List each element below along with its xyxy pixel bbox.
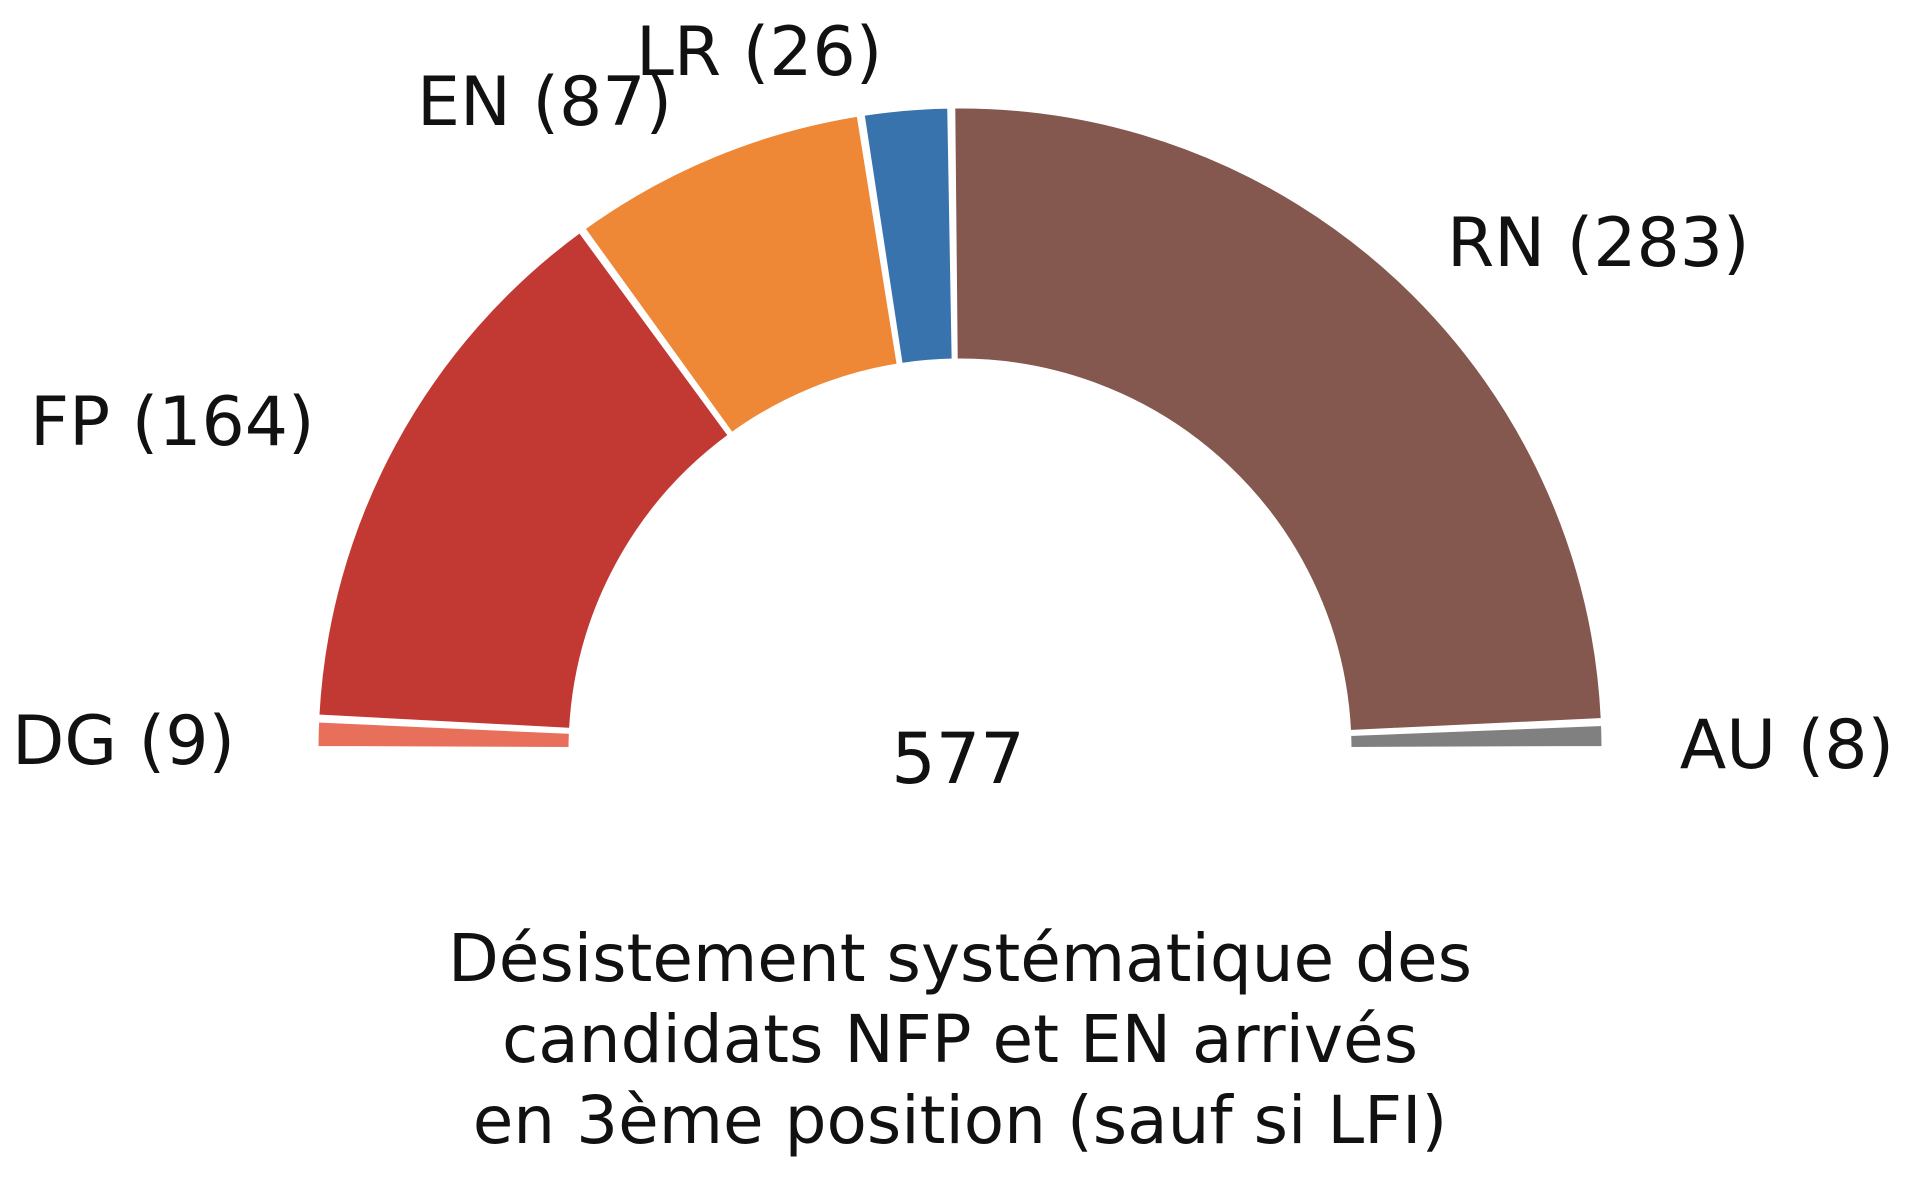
segment-label-au: AU (8)	[1680, 706, 1894, 785]
segment-label-rn: RN (283)	[1447, 204, 1750, 283]
segment-label-dg: DG (9)	[12, 702, 235, 781]
caption-line-3: en 3ème position (sauf si LFI)	[473, 1082, 1448, 1159]
segment-rn	[952, 105, 1604, 734]
segment-label-en: EN (87)	[417, 63, 672, 142]
segment-en	[581, 113, 900, 436]
caption: Désistement systématique des candidats N…	[448, 920, 1472, 1159]
segment-label-fp: FP (164)	[30, 383, 315, 462]
chart-segments	[315, 105, 1605, 750]
caption-line-1: Désistement systématique des	[448, 920, 1472, 997]
segment-label-lr: LR (26)	[636, 13, 882, 92]
segment-fp	[316, 229, 732, 731]
segment-au	[1348, 722, 1605, 750]
segment-lr	[861, 105, 955, 367]
total-seats: 577	[891, 718, 1025, 800]
caption-line-2: candidats NFP et EN arrivés	[502, 1001, 1418, 1078]
segment-dg	[315, 719, 572, 750]
segment-labels: DG (9) FP (164) EN (87) LR (26) RN (283)…	[12, 13, 1894, 785]
